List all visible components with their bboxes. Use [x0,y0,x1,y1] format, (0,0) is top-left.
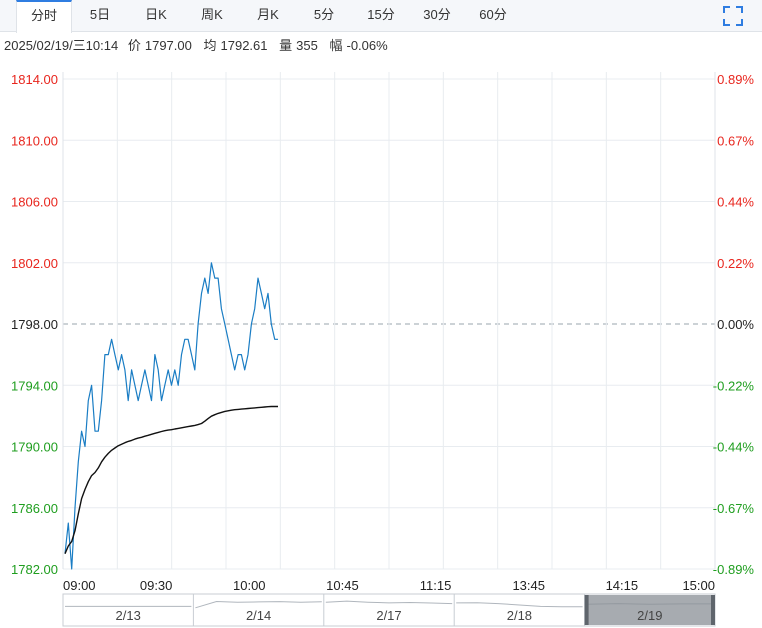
time-axis: 09:00 09:30 10:00 10:45 11:15 13:45 14:15 15:00 [63,578,715,593]
navigator-selection[interactable] [586,595,713,625]
info-price: 1797.00 [144,38,192,53]
price-tick-label: 1810.00 [11,133,58,148]
percent-tick-label: -0.67% [713,501,755,516]
info-change: -0.06% [346,38,388,53]
info-avg: 1792.61 [220,38,268,53]
navigator-date-label: 2/14 [246,608,271,623]
percent-tick-label: -0.22% [713,378,755,393]
tab-monthly-k[interactable]: 月K [257,7,279,22]
price-tick-label: 1790.00 [11,440,58,455]
tab-15-min[interactable]: 15分 [367,7,395,22]
tab-intraday[interactable]: 分时 [16,0,72,33]
tab-5-day[interactable]: 5日 [89,7,111,22]
price-line [64,262,278,570]
info-volume-label: 量 [279,38,293,53]
info-change-label: 幅 [329,38,343,53]
time-tick-label: 14:15 [606,578,639,593]
price-tick-label: 1794.00 [11,378,58,393]
quote-info-bar: 2025/02/19/三10:14 价 1797.00 均 1792.61 量 355… [0,32,762,60]
navigator-date-label: 2/18 [507,608,532,623]
navigator-date-label: 2/19 [637,608,662,623]
price-tick-label: 1806.00 [11,195,58,210]
date-navigator[interactable]: 2/13 2/14 2/17 2/18 2/19 [62,593,716,627]
info-price-label: 价 [127,38,141,53]
info-datetime: 2025/02/19/三10:14 [4,38,119,53]
navigator-handle-left[interactable] [584,595,589,625]
fullscreen-icon[interactable] [722,5,744,27]
navigator-sparkline [325,600,453,605]
percent-tick-label: -0.89% [713,562,755,577]
info-volume: 355 [296,38,318,53]
time-tick-label: 09:00 [63,578,96,593]
price-axis: 1814.00 1810.00 1806.00 1802.00 1798.00 1794.… [11,72,58,577]
tab-weekly-k[interactable]: 周K [201,7,223,22]
series-layer [64,262,278,570]
time-tick-label: 10:00 [233,578,266,593]
percent-tick-label: -0.44% [713,440,755,455]
percent-axis: 0.89% 0.67% 0.44% 0.22% 0.00% -0.22% -0.44% -0.… [713,72,755,577]
info-avg-label: 均 [203,38,217,53]
percent-tick-label: 0.67% [717,133,754,148]
tab-30-min[interactable]: 30分 [423,7,451,22]
navigator-handle-right[interactable] [711,595,715,625]
navigator-sparkline [195,600,322,609]
navigator-date-label: 2/13 [116,608,141,623]
intraday-chart[interactable]: 1814.00 1810.00 1806.00 1802.00 1798.00 1794.… [0,60,762,628]
price-tick-label: 1798.00 [11,317,58,332]
price-tick-label: 1814.00 [11,72,58,87]
time-tick-label: 09:30 [140,578,173,593]
tab-daily-k[interactable]: 日K [145,7,167,22]
percent-tick-label: 0.00% [717,317,754,332]
percent-tick-label: 0.44% [717,195,754,210]
time-tick-label: 13:45 [512,578,545,593]
period-tab-bar: 分时 5日 日K 周K 月K 5分 15分 30分 60分 [0,0,762,33]
tab-5-min[interactable]: 5分 [313,7,335,22]
tab-60-min[interactable]: 60分 [479,7,507,22]
average-price-line [64,405,278,554]
price-tick-label: 1802.00 [11,256,58,271]
time-tick-label: 11:15 [420,578,452,593]
navigator-sparkline [456,602,583,608]
price-tick-label: 1782.00 [11,562,58,577]
time-tick-label: 10:45 [326,578,359,593]
navigator-date-label: 2/17 [376,608,401,623]
price-tick-label: 1786.00 [11,501,58,516]
percent-tick-label: 0.22% [717,256,754,271]
percent-tick-label: 0.89% [717,72,754,87]
time-tick-label: 15:00 [682,578,715,593]
grid [62,72,716,570]
